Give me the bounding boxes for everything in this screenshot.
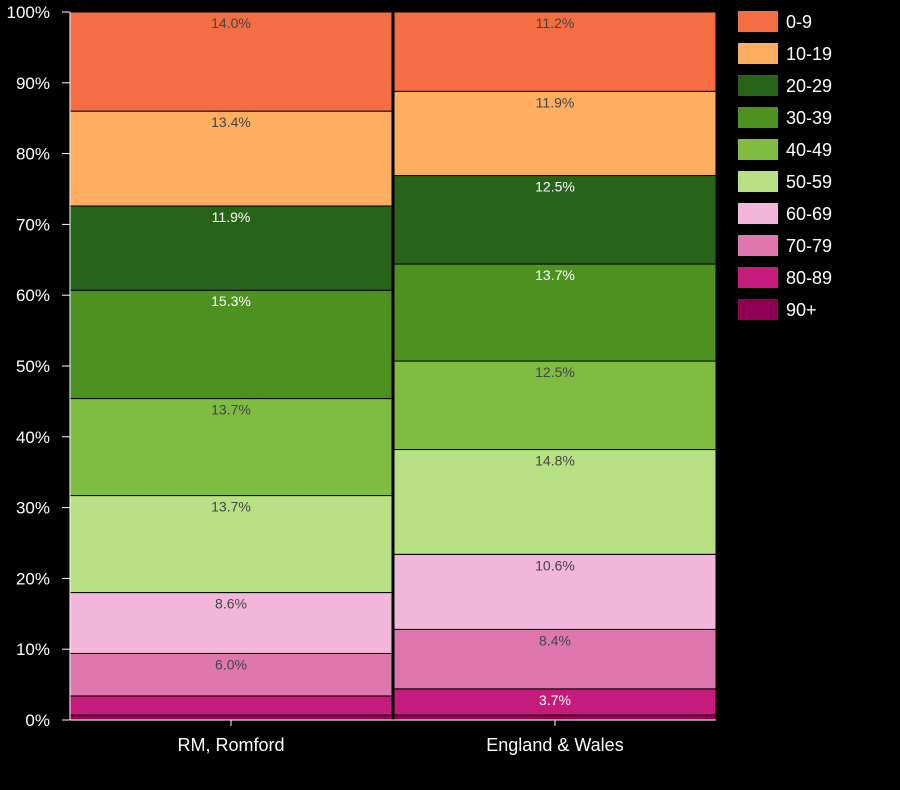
legend-swatch [738,11,778,32]
legend-label: 70-79 [786,236,832,256]
y-tick-label: 0% [25,711,50,730]
legend-swatch [738,107,778,128]
legend-label: 0-9 [786,12,812,32]
segment-value-label: 11.2% [536,15,575,31]
y-tick-label: 100% [7,3,50,22]
segment-value-label: 12.5% [535,364,575,380]
segment-value-label: 12.5% [535,179,575,195]
y-tick-label: 80% [16,145,50,164]
y-tick-label: 70% [16,215,50,234]
segment-value-label: 8.6% [215,596,247,612]
y-tick-label: 20% [16,569,50,588]
bar-segment [393,175,717,265]
bar-segment [393,11,717,92]
legend-label: 60-69 [786,204,832,224]
bar-segment [69,592,393,654]
segment-value-label: 3.7% [539,692,571,708]
segment-value-label: 15.3% [211,293,251,309]
segment-value-label: 11.9% [212,209,251,225]
legend-label: 10-19 [786,44,832,64]
segment-labels-group: 6.0% 8.6% 13.7% 13.7% 15.3% 11.9% 13.4% 14.0% 3.… [211,15,575,708]
bars-group [69,11,717,721]
legend-label: 50-59 [786,172,832,192]
legend-swatch [738,171,778,192]
bar-segment [393,553,717,630]
segment-value-label: 14.0% [211,15,251,31]
y-tick-label: 50% [16,357,50,376]
y-tick-label: 30% [16,499,50,518]
segment-value-label: 6.0% [215,656,247,672]
bar-segment [69,205,393,291]
legend-swatch [738,235,778,256]
x-category-label: England & Wales [486,735,623,755]
legend-swatch [738,75,778,96]
legend: 0-9 10-19 20-29 30-39 40-49 50-59 60-69 70-79 80… [738,11,832,320]
segment-value-label: 8.4% [539,632,571,648]
bar-segment [69,714,393,721]
bar-segment [393,449,717,555]
bar-segment [69,289,393,400]
x-axis: RM, Romford England & Wales [69,12,716,755]
segment-value-label: 14.8% [535,453,575,469]
segment-value-label: 13.7% [211,402,251,418]
bar-segment [69,11,393,112]
segment-value-label: 13.7% [211,499,251,515]
legend-swatch [738,203,778,224]
legend-label: 80-89 [786,268,832,288]
legend-swatch [738,43,778,64]
y-tick-label: 60% [16,286,50,305]
y-tick-label: 90% [16,74,50,93]
bar-segment [393,263,717,362]
y-tick-label: 10% [16,640,50,659]
bar-segment [69,652,393,697]
bar-segment [69,695,393,716]
legend-swatch [738,139,778,160]
bar-segment [393,714,717,721]
segment-value-label: 10.6% [535,557,575,573]
legend-label: 40-49 [786,140,832,160]
y-tick-label: 40% [16,428,50,447]
x-category-label: RM, Romford [177,735,284,755]
segment-value-label: 13.4% [211,114,251,130]
bar-segment [69,398,393,497]
legend-label: 30-39 [786,108,832,128]
y-axis: 0% 10% 20% 30% 40% 50% 60% 70% 80% 90% 100% [7,3,70,730]
legend-swatch [738,267,778,288]
bar-segment [69,110,393,207]
legend-label: 90+ [786,300,817,320]
legend-swatch [738,299,778,320]
segment-value-label: 11.9% [536,94,575,110]
segment-value-label: 13.7% [535,267,575,283]
legend-label: 20-29 [786,76,832,96]
